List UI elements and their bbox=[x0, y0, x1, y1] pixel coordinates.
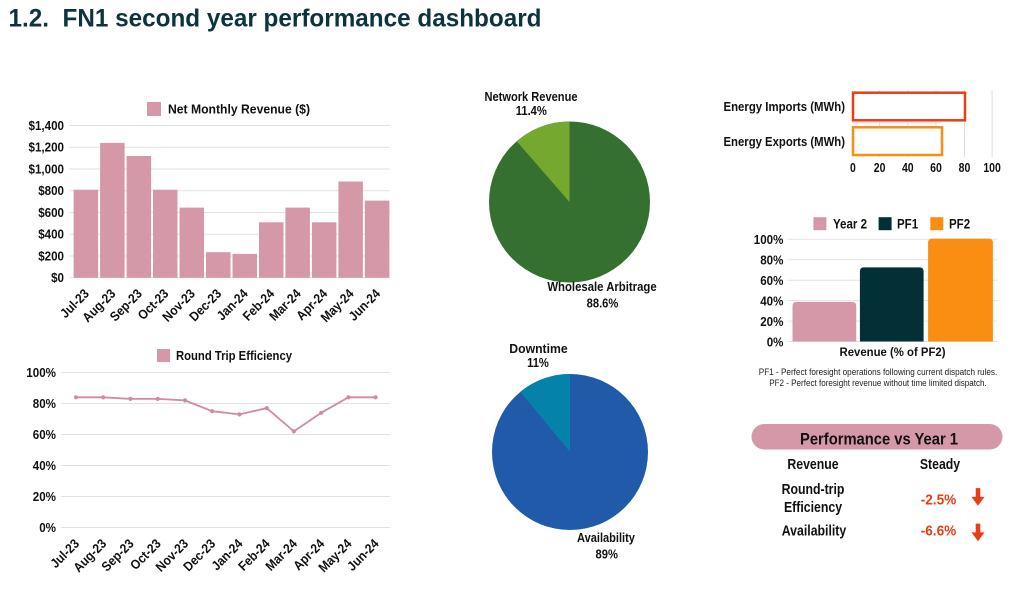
svg-text:Downtime: Downtime bbox=[509, 341, 567, 356]
svg-text:60: 60 bbox=[930, 160, 942, 175]
svg-text:$400: $400 bbox=[38, 227, 64, 242]
svg-text:100%: 100% bbox=[26, 365, 56, 380]
svg-text:-2.5%: -2.5% bbox=[921, 492, 957, 508]
svg-text:100%: 100% bbox=[754, 232, 784, 247]
svg-text:Steady: Steady bbox=[920, 457, 960, 473]
svg-text:$1,400: $1,400 bbox=[29, 118, 65, 133]
svg-text:40%: 40% bbox=[760, 293, 784, 308]
svg-text:100: 100 bbox=[983, 160, 1001, 175]
svg-text:Efficiency: Efficiency bbox=[784, 500, 842, 516]
svg-text:Availability: Availability bbox=[577, 530, 636, 545]
svg-text:Energy Exports (MWh): Energy Exports (MWh) bbox=[724, 134, 846, 149]
svg-text:20: 20 bbox=[874, 160, 886, 175]
svg-text:1.2. FN1 second year performa: 1.2. FN1 second year performance dashboa… bbox=[9, 5, 542, 33]
svg-text:88.6%: 88.6% bbox=[587, 296, 619, 311]
svg-text:$600: $600 bbox=[38, 205, 64, 220]
svg-text:Year 2: Year 2 bbox=[833, 216, 867, 231]
svg-text:-6.6%: -6.6% bbox=[921, 523, 957, 539]
svg-text:0%: 0% bbox=[39, 520, 56, 535]
svg-text:0%: 0% bbox=[767, 334, 784, 349]
svg-text:$1,200: $1,200 bbox=[29, 140, 65, 155]
svg-text:11.4%: 11.4% bbox=[516, 103, 547, 118]
svg-text:Round Trip Efficiency: Round Trip Efficiency bbox=[176, 348, 293, 363]
svg-text:Net Monthly Revenue ($): Net Monthly Revenue ($) bbox=[168, 102, 310, 117]
svg-text:$0: $0 bbox=[51, 270, 64, 285]
svg-text:80%: 80% bbox=[760, 253, 784, 268]
svg-text:60%: 60% bbox=[760, 273, 784, 288]
svg-text:$200: $200 bbox=[38, 248, 64, 263]
svg-text:89%: 89% bbox=[596, 547, 619, 562]
svg-text:$800: $800 bbox=[38, 183, 64, 198]
svg-text:20%: 20% bbox=[760, 314, 784, 329]
svg-text:Availability: Availability bbox=[782, 524, 847, 540]
svg-text:60%: 60% bbox=[33, 427, 56, 442]
svg-text:Performance vs Year 1: Performance vs Year 1 bbox=[800, 431, 958, 449]
svg-text:Revenue: Revenue bbox=[787, 457, 838, 473]
svg-text:Energy Imports (MWh): Energy Imports (MWh) bbox=[724, 99, 846, 114]
svg-text:PF1 - Perfect foresight operat: PF1 - Perfect foresight operations follo… bbox=[759, 367, 998, 377]
svg-text:PF1: PF1 bbox=[897, 216, 919, 231]
svg-text:Wholesale Arbitrage: Wholesale Arbitrage bbox=[547, 279, 656, 294]
svg-text:40: 40 bbox=[902, 160, 914, 175]
svg-text:0: 0 bbox=[850, 160, 856, 175]
svg-text:20%: 20% bbox=[33, 489, 56, 504]
svg-text:Round-trip: Round-trip bbox=[782, 482, 845, 498]
svg-text:$1,000: $1,000 bbox=[29, 161, 65, 176]
svg-text:Jun-24: Jun-24 bbox=[344, 536, 382, 574]
svg-text:80%: 80% bbox=[33, 396, 56, 411]
svg-text:11%: 11% bbox=[527, 355, 549, 370]
svg-text:Revenue (% of PF2): Revenue (% of PF2) bbox=[840, 345, 946, 359]
svg-text:PF2: PF2 bbox=[949, 216, 970, 231]
svg-text:Network Revenue: Network Revenue bbox=[485, 89, 578, 104]
svg-text:PF2 - Perfect foresight revenu: PF2 - Perfect foresight revenue without … bbox=[769, 378, 987, 388]
svg-text:40%: 40% bbox=[33, 458, 56, 473]
svg-text:80: 80 bbox=[959, 160, 971, 175]
